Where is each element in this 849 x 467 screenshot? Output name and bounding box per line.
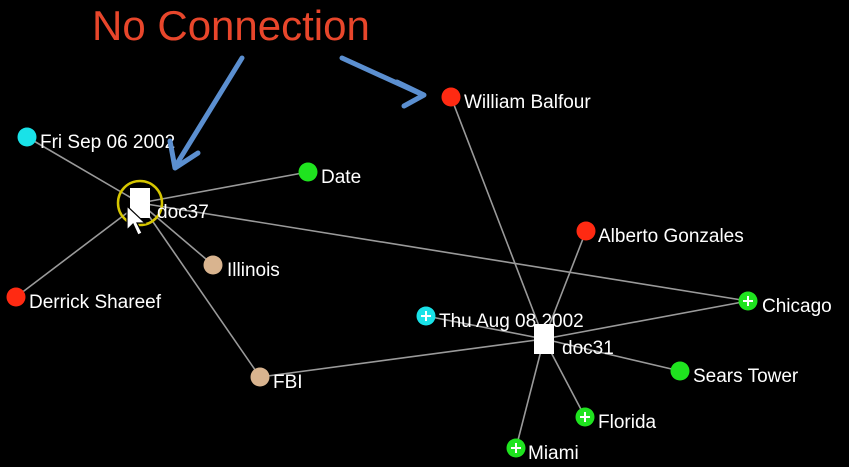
node-label: Date	[321, 167, 361, 188]
edge-doc37-date	[139, 171, 309, 204]
edge-doc31-sears	[543, 338, 681, 372]
mouse-cursor-icon	[126, 204, 147, 236]
organization-dot-icon	[203, 255, 223, 275]
node-fri_sep[interactable]: Fri Sep 06 2002	[17, 127, 176, 154]
edge-doc31-fbi	[259, 338, 545, 378]
edge-doc37-illinois	[139, 202, 214, 266]
node-label: Illinois	[227, 260, 280, 281]
edge-doc37-derrick	[15, 202, 141, 298]
node-label: Derrick Shareef	[29, 292, 162, 313]
expand-plus-icon	[580, 412, 590, 422]
node-label: Miami	[528, 443, 579, 464]
place_event-dot-icon	[298, 162, 318, 182]
node-label: Sears Tower	[693, 366, 799, 387]
node-date[interactable]: Date	[298, 162, 362, 189]
node-label: William Balfour	[464, 92, 591, 113]
expand-plus-icon	[511, 443, 521, 453]
node-doc37[interactable]: doc37	[116, 179, 209, 227]
node-fbi[interactable]: FBI	[250, 367, 303, 394]
place_event-dot-icon	[670, 361, 690, 381]
edge-doc31-chicago	[543, 300, 749, 340]
node-label: FBI	[273, 372, 303, 393]
person-dot-icon	[576, 221, 596, 241]
edge-doc37-fbi	[139, 202, 261, 378]
node-william[interactable]: William Balfour	[441, 87, 592, 114]
edges	[15, 96, 749, 449]
document-icon	[130, 188, 150, 218]
date-dot-icon	[17, 127, 37, 147]
organization-dot-icon	[250, 367, 270, 387]
edge-doc31-thu_aug	[425, 315, 545, 340]
node-miami[interactable]: Miami	[506, 438, 579, 465]
person-dot-icon	[441, 87, 461, 107]
node-illinois[interactable]: Illinois	[203, 255, 280, 282]
node-label: Chicago	[762, 296, 832, 317]
callout-arrow-left	[167, 55, 245, 171]
node-florida[interactable]: Florida	[575, 407, 657, 434]
document-icon	[534, 324, 554, 354]
node-label: Alberto Gonzales	[598, 226, 744, 247]
edge-doc37-chicago	[139, 202, 749, 302]
person-dot-icon	[6, 287, 26, 307]
node-label: Florida	[598, 412, 657, 433]
selection-ring	[116, 179, 164, 227]
node-sears[interactable]: Sears Tower	[670, 361, 799, 388]
node-alberto[interactable]: Alberto Gonzales	[576, 221, 744, 248]
node-label: Thu Aug 08 2002	[439, 311, 584, 332]
node-label: doc37	[157, 202, 209, 223]
node-label: doc31	[562, 338, 614, 359]
node-chicago[interactable]: Chicago	[738, 291, 832, 318]
node-label: Fri Sep 06 2002	[40, 132, 175, 153]
edge-doc31-alberto	[543, 230, 587, 340]
callout-arrow-right	[339, 55, 427, 109]
edge-doc31-miami	[515, 338, 545, 449]
node-doc31[interactable]: doc31	[534, 324, 614, 359]
edge-doc31-william	[450, 96, 545, 340]
node-derrick[interactable]: Derrick Shareef	[6, 287, 162, 314]
nodes: doc37 doc31 Fri Sep 06 2002 Date Illinois Der…	[6, 87, 832, 465]
expand-plus-icon	[743, 296, 753, 306]
callout-no-connection: No Connection	[92, 2, 370, 49]
node-thu_aug[interactable]: Thu Aug 08 2002	[416, 306, 584, 333]
expand-plus-icon	[421, 311, 431, 321]
